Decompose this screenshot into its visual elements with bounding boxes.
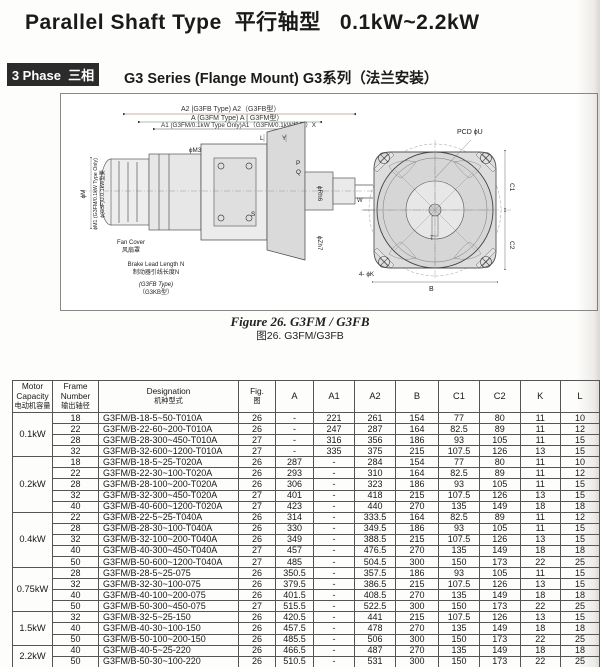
svg-text:W: W — [357, 198, 363, 204]
svg-text:ϕ(G3F)U.0.1kW型要: ϕ(G3F)U.0.1kW型要 — [98, 170, 106, 218]
svg-text:制动器引线长度N: 制动器引线长度N — [133, 268, 179, 276]
svg-text:P: P — [296, 160, 300, 167]
svg-text:ϕM: ϕM — [80, 190, 87, 199]
svg-text:C1: C1 — [508, 183, 515, 192]
svg-text:（G3KB型）: （G3KB型） — [139, 288, 173, 296]
svg-text:T: T — [430, 236, 434, 242]
svg-text:PCD ϕU: PCD ϕU — [457, 129, 483, 136]
svg-text:L: L — [260, 135, 264, 142]
svg-text:ϕM3: ϕM3 — [189, 147, 202, 154]
svg-text:4- ϕK: 4- ϕK — [359, 271, 375, 278]
svg-text:B: B — [429, 286, 434, 293]
svg-text:ϕM1 (G3FM/0.1kW Type Only): ϕM1 (G3FM/0.1kW Type Only) — [93, 158, 99, 230]
svg-text:Fan Cover: Fan Cover — [117, 240, 145, 246]
svg-text:ϕZh7: ϕZh7 — [316, 236, 323, 251]
svg-text:A (G3FM Type) A | G3FM型）: A (G3FM Type) A | G3FM型） — [191, 113, 283, 122]
svg-text:ϕRh6: ϕRh6 — [316, 186, 323, 202]
svg-text:C2: C2 — [508, 241, 515, 250]
svg-text:A2 |G3FB Type) A2（G3FB型）: A2 |G3FB Type) A2（G3FB型） — [181, 104, 280, 113]
svg-text:S: S — [251, 211, 255, 218]
svg-text:Q: Q — [296, 169, 301, 176]
svg-text:(G3FB Type): (G3FB Type) — [139, 282, 173, 288]
svg-text:风扇罩: 风扇罩 — [122, 246, 140, 254]
svg-text:Brake Lead Length N: Brake Lead Length N — [128, 262, 185, 268]
